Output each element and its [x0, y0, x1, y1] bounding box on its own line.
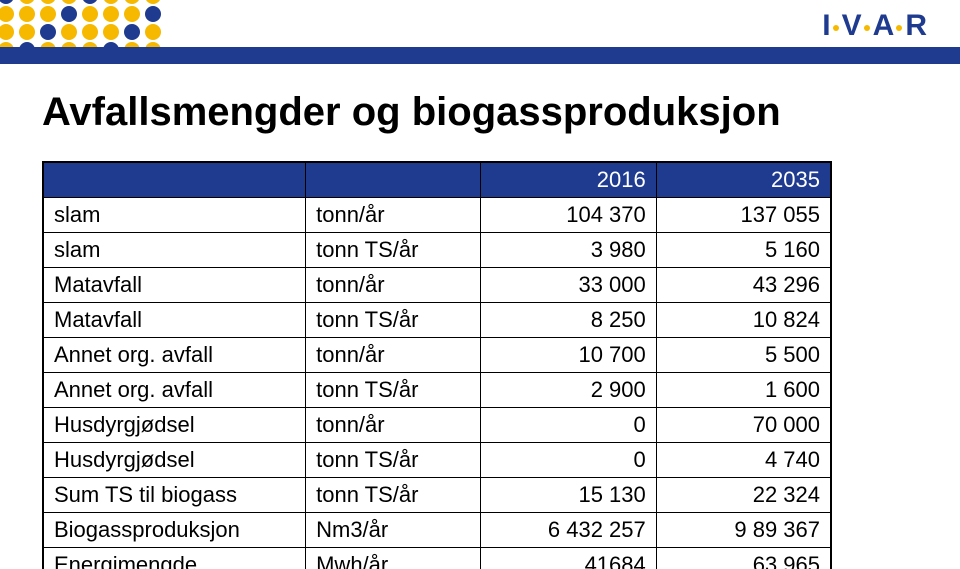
row-value-2016: 0	[480, 408, 656, 443]
content-area: Avfallsmengder og biogassproduksjon 2016…	[0, 64, 960, 569]
logo-letter: I	[822, 9, 829, 43]
row-value-2016: 2 900	[480, 373, 656, 408]
logo-dot-icon	[896, 25, 902, 31]
table-header-cell: 2035	[656, 162, 831, 198]
table-row: BiogassproduksjonNm3/år6 432 2579 89 367	[43, 513, 831, 548]
row-value-2016: 3 980	[480, 233, 656, 268]
row-value-2016: 41684	[480, 548, 656, 569]
row-value-2035: 5 160	[656, 233, 831, 268]
table-row: EnergimengdeMwh/år4168463 965	[43, 548, 831, 569]
logo-letter: V	[842, 9, 861, 43]
page-title: Avfallsmengder og biogassproduksjon	[42, 90, 918, 135]
row-value-2035: 1 600	[656, 373, 831, 408]
row-value-2035: 70 000	[656, 408, 831, 443]
row-unit: tonn/år	[306, 198, 481, 233]
row-unit: tonn TS/år	[306, 478, 481, 513]
row-value-2016: 0	[480, 443, 656, 478]
row-label: Sum TS til biogass	[43, 478, 306, 513]
header-stripe	[0, 47, 960, 64]
row-unit: tonn/år	[306, 268, 481, 303]
row-unit: tonn/år	[306, 338, 481, 373]
table-row: Husdyrgjødseltonn/år070 000	[43, 408, 831, 443]
row-label: Annet org. avfall	[43, 338, 306, 373]
row-unit: tonn TS/år	[306, 233, 481, 268]
row-label: slam	[43, 233, 306, 268]
logo-dot-icon	[864, 25, 870, 31]
table-header-cell: 2016	[480, 162, 656, 198]
row-label: Husdyrgjødsel	[43, 408, 306, 443]
table-row: Annet org. avfalltonn/år10 7005 500	[43, 338, 831, 373]
row-value-2035: 4 740	[656, 443, 831, 478]
row-label: Matavfall	[43, 303, 306, 338]
row-value-2016: 8 250	[480, 303, 656, 338]
row-value-2035: 63 965	[656, 548, 831, 569]
logo-letter: A	[873, 9, 894, 43]
table-header-cell	[306, 162, 481, 198]
row-label: Energimengde	[43, 548, 306, 569]
row-value-2016: 6 432 257	[480, 513, 656, 548]
row-value-2035: 9 89 367	[656, 513, 831, 548]
table-row: Matavfalltonn/år33 00043 296	[43, 268, 831, 303]
row-label: Husdyrgjødsel	[43, 443, 306, 478]
row-unit: Mwh/år	[306, 548, 481, 569]
logo-letter: R	[905, 9, 926, 43]
row-unit: tonn TS/år	[306, 373, 481, 408]
row-unit: Nm3/år	[306, 513, 481, 548]
row-label: slam	[43, 198, 306, 233]
row-label: Annet org. avfall	[43, 373, 306, 408]
row-unit: tonn/år	[306, 408, 481, 443]
table-row: slamtonn TS/år3 9805 160	[43, 233, 831, 268]
row-value-2035: 137 055	[656, 198, 831, 233]
table-row: Annet org. avfalltonn TS/år2 9001 600	[43, 373, 831, 408]
row-value-2016: 15 130	[480, 478, 656, 513]
table-row: Matavfalltonn TS/år8 25010 824	[43, 303, 831, 338]
row-value-2035: 10 824	[656, 303, 831, 338]
table-header-cell	[43, 162, 306, 198]
row-value-2016: 104 370	[480, 198, 656, 233]
ivar-logo: I V A R	[822, 9, 926, 43]
row-unit: tonn TS/år	[306, 443, 481, 478]
row-value-2035: 5 500	[656, 338, 831, 373]
data-table: 2016 2035 slamtonn/år104 370137 055slamt…	[42, 161, 832, 569]
header-bar: I V A R	[0, 0, 960, 64]
table-row: Sum TS til biogasstonn TS/år15 13022 324	[43, 478, 831, 513]
logo-dot-icon	[833, 25, 839, 31]
row-value-2016: 33 000	[480, 268, 656, 303]
row-value-2016: 10 700	[480, 338, 656, 373]
table-row: Husdyrgjødseltonn TS/år04 740	[43, 443, 831, 478]
row-label: Matavfall	[43, 268, 306, 303]
row-value-2035: 22 324	[656, 478, 831, 513]
row-label: Biogassproduksjon	[43, 513, 306, 548]
table-header-row: 2016 2035	[43, 162, 831, 198]
row-value-2035: 43 296	[656, 268, 831, 303]
row-unit: tonn TS/år	[306, 303, 481, 338]
table-row: slamtonn/år104 370137 055	[43, 198, 831, 233]
